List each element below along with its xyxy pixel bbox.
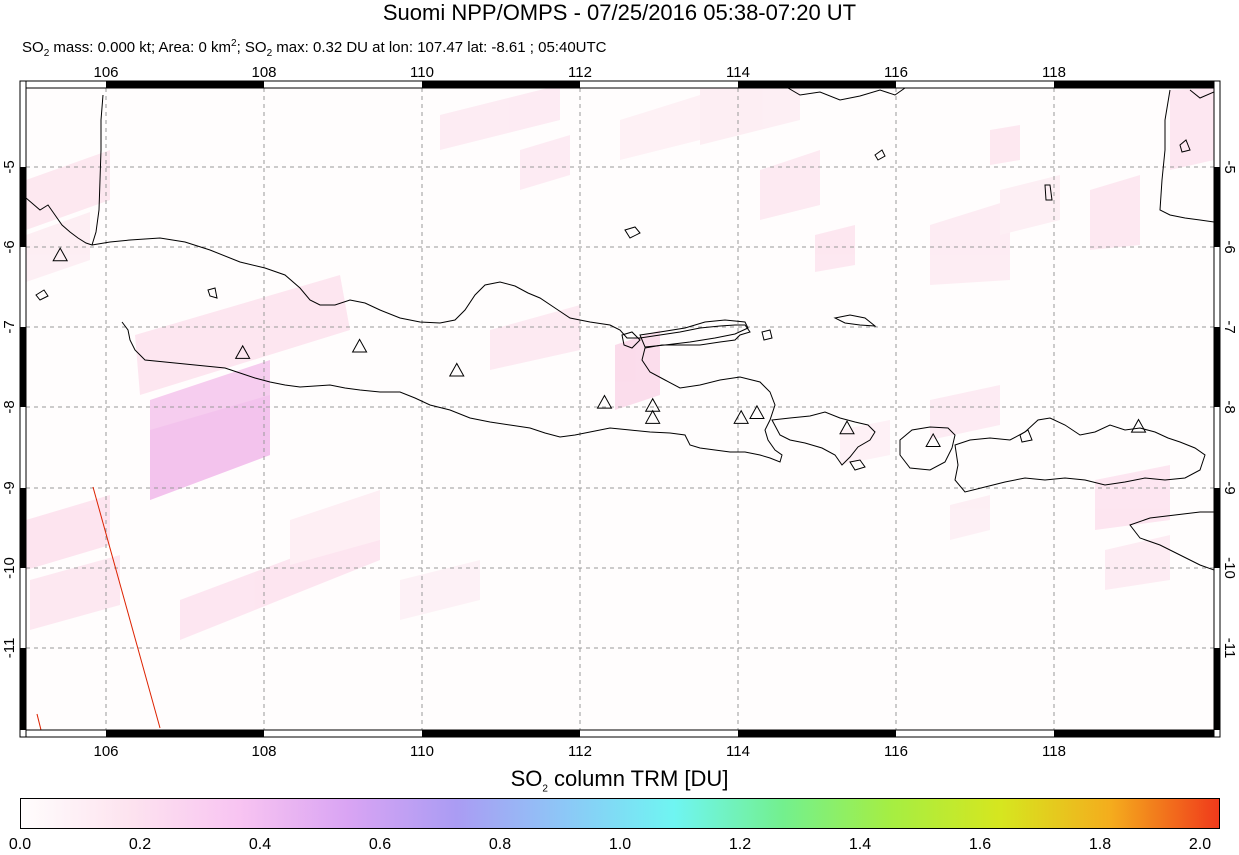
lat-label-left: -8 <box>1 400 18 413</box>
lat-label-left: -7 <box>1 320 18 333</box>
lat-label-right: -5 <box>1221 160 1238 173</box>
lon-label-bottom: 116 <box>884 743 908 760</box>
lon-labels-bottom: 106 108 110 112 114 116 118 <box>93 743 1065 760</box>
graticule <box>26 88 1214 730</box>
colorbar-tick-label: 0.6 <box>368 836 392 853</box>
orbit-track-line-2 <box>36 713 42 730</box>
lon-label-top: 114 <box>726 64 750 81</box>
volcano-triangle-icon <box>839 420 855 435</box>
volcano-triangle-icon <box>351 338 368 353</box>
lon-label-bottom: 108 <box>251 743 276 760</box>
lon-labels-top: 106 108 110 112 114 116 118 <box>93 64 1065 81</box>
so2-summary: SO2 mass: 0.000 kt; Area: 0 km2; SO2 max… <box>22 38 607 59</box>
volcano-triangle-icon <box>733 409 750 424</box>
orbit-track <box>36 486 161 730</box>
colorbar-tick-label: 0.0 <box>8 836 32 853</box>
colorbar <box>20 798 1220 829</box>
lon-label-top: 110 <box>410 64 434 81</box>
lat-label-left: -9 <box>1 481 18 494</box>
lon-label-top: 106 <box>93 64 118 81</box>
lat-label-right: -6 <box>1221 240 1238 253</box>
orbit-track-line-1 <box>92 486 161 729</box>
volcano-triangle-icon <box>644 409 661 424</box>
lat-labels-right: -5 -6 -7 -8 -9 -10 -11 <box>1221 160 1238 658</box>
lon-label-top: 116 <box>884 64 908 81</box>
lon-label-bottom: 118 <box>1042 743 1066 760</box>
volcano-triangle-icon <box>749 404 765 420</box>
colorbar-tick-label: 1.2 <box>728 836 752 853</box>
volcano-triangle-icon <box>925 432 941 448</box>
volcano-markers <box>52 247 1147 448</box>
volcano-triangle-icon <box>234 344 251 359</box>
lat-label-right: -10 <box>1221 557 1238 579</box>
lat-label-left: -5 <box>1 160 18 173</box>
map-title: Suomi NPP/OMPS - 07/25/2016 05:38-07:20 … <box>382 0 857 25</box>
lat-labels-left: -5 -6 -7 -8 -9 -10 -11 <box>1 160 18 658</box>
colorbar-tick-label: 1.0 <box>608 836 632 853</box>
lon-label-bottom: 114 <box>726 743 750 760</box>
colorbar-tick-label: 1.4 <box>848 836 872 853</box>
lat-label-left: -11 <box>1 638 18 659</box>
colorbar-tick-label: 1.6 <box>968 836 992 853</box>
map-border <box>19 80 1221 738</box>
colorbar-title: SO2 column TRM [DU] <box>510 766 729 795</box>
lon-label-top: 118 <box>1042 64 1066 81</box>
volcano-triangle-icon <box>448 362 465 377</box>
lon-label-top: 112 <box>568 64 592 81</box>
lat-label-right: -8 <box>1221 400 1238 413</box>
lon-label-top: 108 <box>251 64 276 81</box>
volcano-triangle-icon <box>596 394 613 409</box>
lon-label-bottom: 112 <box>568 743 592 760</box>
colorbar-tick-label: 0.8 <box>488 836 512 853</box>
volcano-triangle-icon <box>52 247 69 262</box>
colorbar-tick-label: 0.4 <box>248 836 272 853</box>
colorbar-tick-label: 2.0 <box>1188 836 1212 853</box>
lon-label-bottom: 110 <box>410 743 434 760</box>
lat-label-right: -11 <box>1221 638 1238 659</box>
colorbar-tick-label: 1.8 <box>1088 836 1112 853</box>
lat-label-left: -10 <box>1 557 18 579</box>
colorbar-tick-label: 0.2 <box>128 836 152 853</box>
lat-label-left: -6 <box>1 240 18 253</box>
volcano-triangle-icon <box>1130 418 1147 433</box>
lat-label-right: -9 <box>1221 481 1238 494</box>
lon-label-bottom: 106 <box>93 743 118 760</box>
coastlines <box>26 88 1214 571</box>
lat-label-right: -7 <box>1221 320 1238 333</box>
